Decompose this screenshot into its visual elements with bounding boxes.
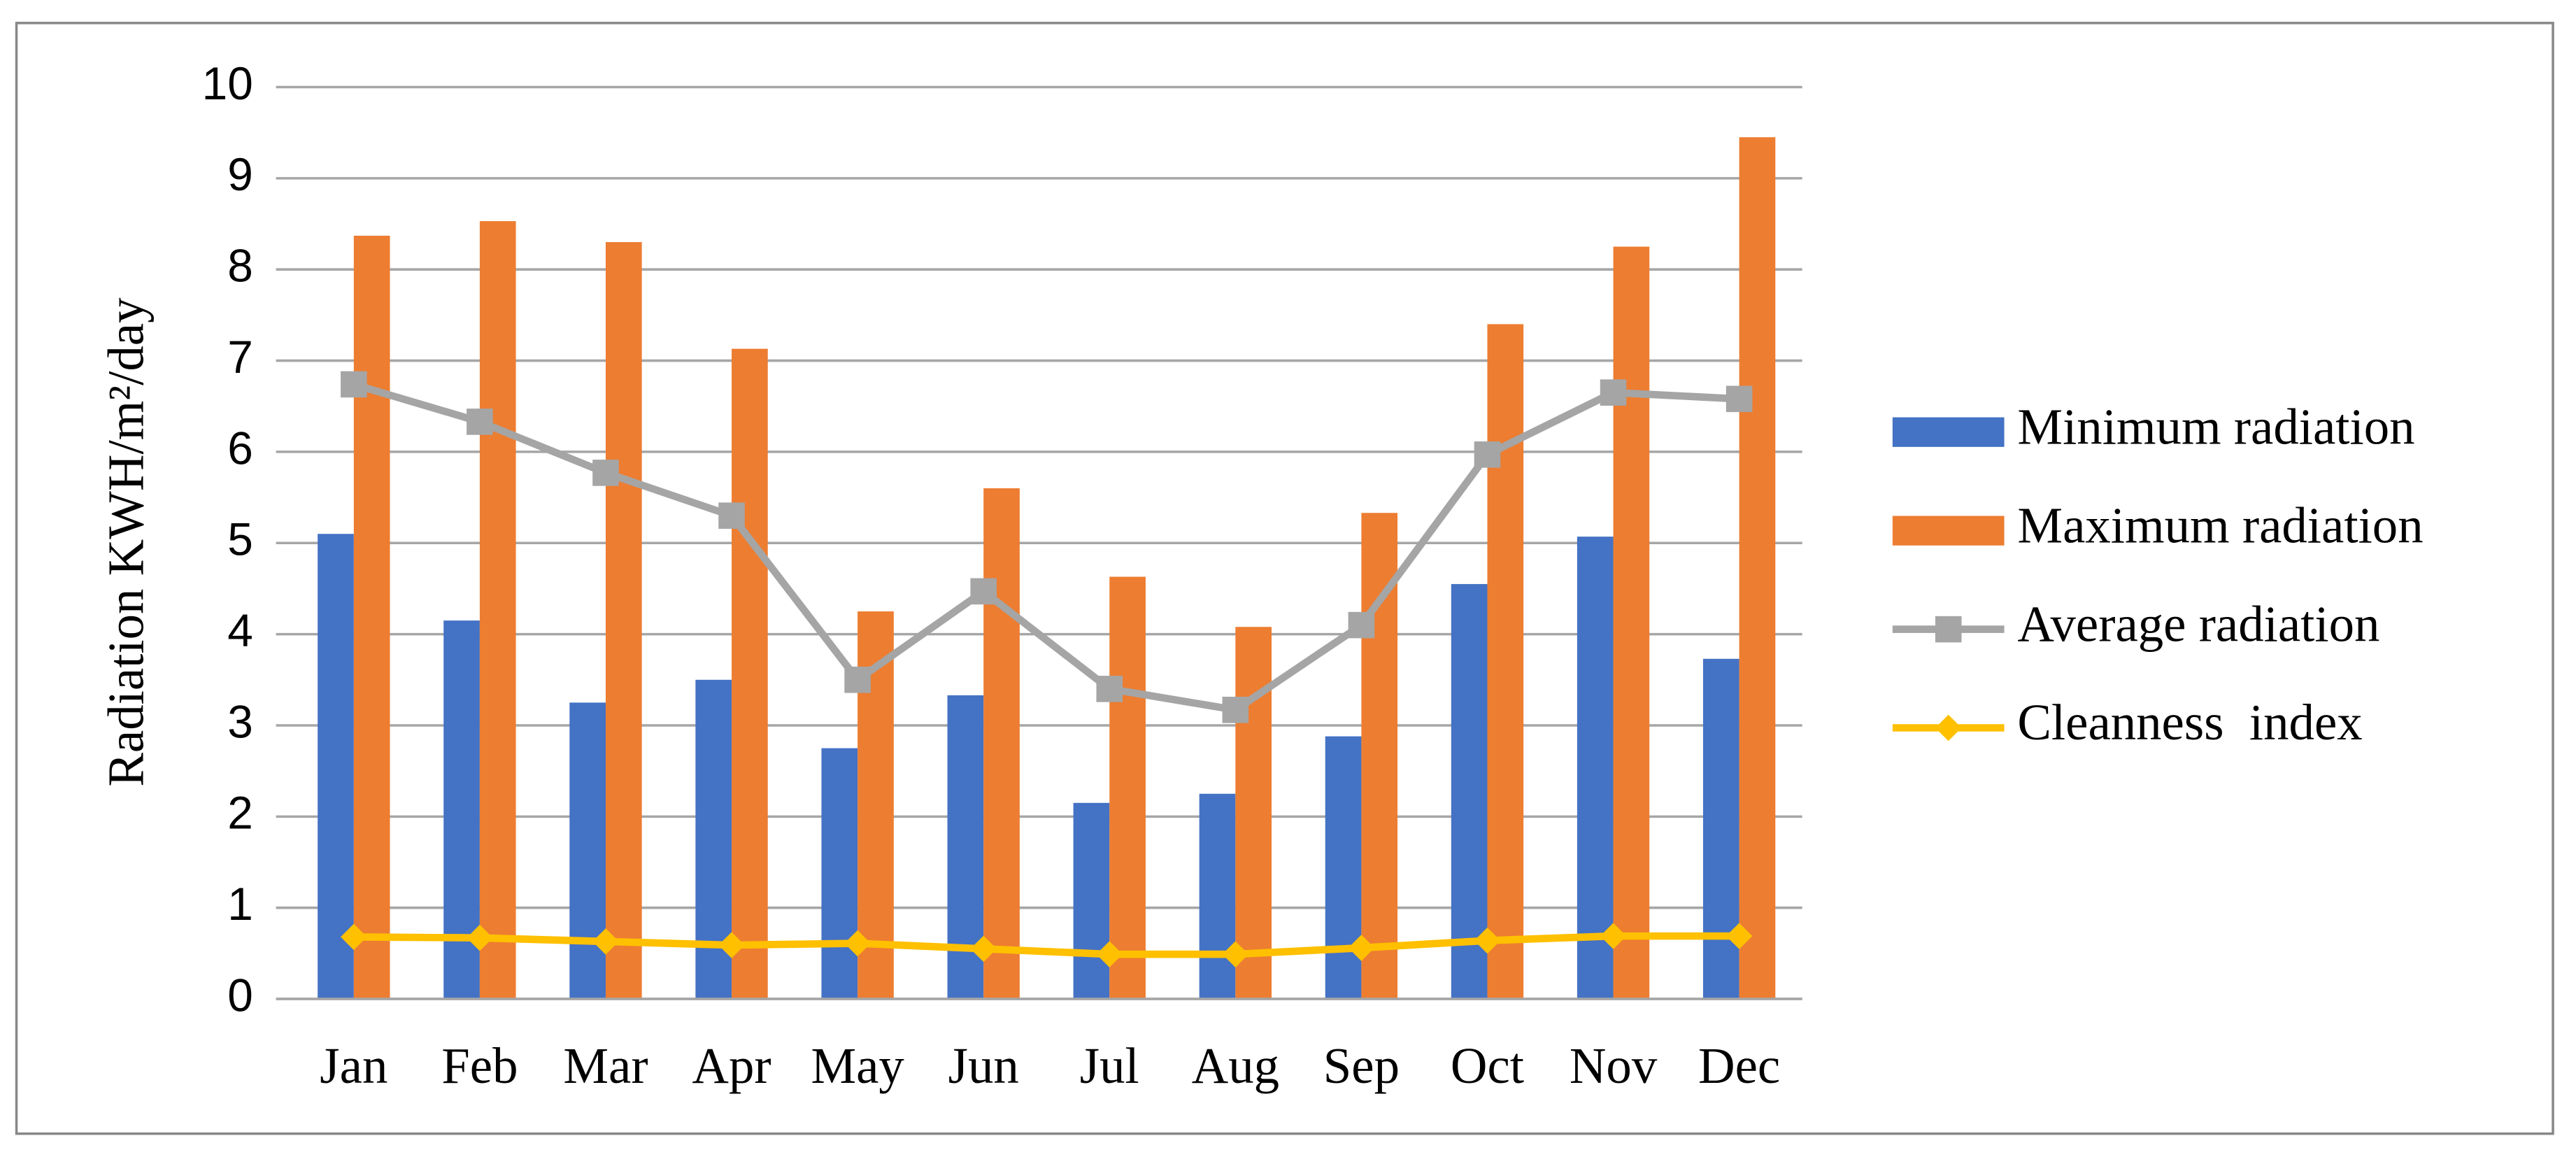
bar <box>1199 793 1236 1000</box>
line-marker <box>1474 441 1501 468</box>
line-marker <box>592 928 619 955</box>
bar <box>1451 583 1488 1000</box>
line <box>353 381 1739 714</box>
line-marker <box>1725 385 1753 413</box>
line-marker <box>1096 676 1123 702</box>
chart-border <box>15 22 2554 1135</box>
bar <box>1109 576 1146 1000</box>
legend-label: Maximum radiation <box>2017 497 2423 553</box>
bar <box>605 242 642 1000</box>
line-marker <box>1600 923 1627 949</box>
line-marker <box>1474 927 1501 954</box>
line-marker <box>844 667 871 693</box>
line-marker <box>1725 923 1753 949</box>
y-tick-label: 6 <box>227 422 253 474</box>
bar <box>1613 246 1650 1000</box>
y-tick-label: 3 <box>227 695 253 747</box>
line-marker <box>467 409 493 435</box>
legend-marker <box>1935 616 1962 643</box>
y-tick-label: 1 <box>227 878 253 930</box>
y-tick-label: 5 <box>227 513 253 565</box>
bar <box>479 221 516 1000</box>
line-marker <box>467 924 493 951</box>
y-tick-label: 2 <box>227 787 253 839</box>
line-marker <box>1348 611 1375 639</box>
x-tick-label: Oct <box>1451 1037 1524 1094</box>
line-marker <box>1600 379 1627 406</box>
line-marker <box>970 578 997 605</box>
bar <box>1325 736 1362 1000</box>
legend-swatch <box>1892 516 2005 546</box>
x-tick-label: Sep <box>1323 1037 1400 1094</box>
legend-marker <box>1935 714 1962 741</box>
line-marker <box>592 460 619 486</box>
x-tick-label: Jan <box>320 1037 387 1094</box>
x-tick-label: Jun <box>948 1037 1019 1094</box>
bar <box>821 748 858 1000</box>
line-marker <box>1096 941 1123 967</box>
legend-label: Minimum radiation <box>2017 398 2414 455</box>
x-tick-label: Apr <box>692 1037 771 1094</box>
bar <box>353 235 390 1000</box>
x-tick-label: Feb <box>441 1037 518 1094</box>
line-marker <box>844 930 871 957</box>
x-tick-label: Aug <box>1192 1037 1279 1094</box>
bar <box>1073 802 1110 1000</box>
y-tick-label: 8 <box>227 240 253 292</box>
bar <box>1361 513 1398 1000</box>
y-axis-label: Radiation KWH/m²/day <box>98 297 155 787</box>
y-tick-label: 4 <box>227 604 253 656</box>
x-tick-label: Jul <box>1080 1037 1139 1094</box>
bar <box>1577 537 1614 1000</box>
x-tick-label: May <box>811 1037 904 1094</box>
bar <box>1739 137 1776 1000</box>
legend-label: Cleanness index <box>2017 694 2362 751</box>
x-tick-label: Dec <box>1698 1037 1780 1094</box>
line-marker <box>341 923 367 951</box>
bar <box>1487 324 1524 1000</box>
bar <box>318 534 354 1000</box>
bar <box>1702 658 1739 1000</box>
x-tick-label: Mar <box>563 1037 648 1094</box>
bar <box>569 702 606 1000</box>
bar <box>983 488 1020 1000</box>
line-marker <box>718 502 745 529</box>
bar <box>732 348 768 1000</box>
y-tick-label: 0 <box>227 969 253 1021</box>
line-marker <box>1222 697 1249 723</box>
line <box>353 932 1739 958</box>
y-tick-label: 9 <box>227 148 253 200</box>
bar <box>1235 627 1272 1000</box>
x-tick-label: Nov <box>1570 1037 1658 1094</box>
y-tick-label: 10 <box>202 57 253 109</box>
y-tick-label: 7 <box>227 331 253 383</box>
line-marker <box>341 371 367 398</box>
line-marker <box>1222 941 1249 967</box>
legend-label: Average radiation <box>2017 595 2379 652</box>
legend-swatch <box>1892 417 2005 447</box>
